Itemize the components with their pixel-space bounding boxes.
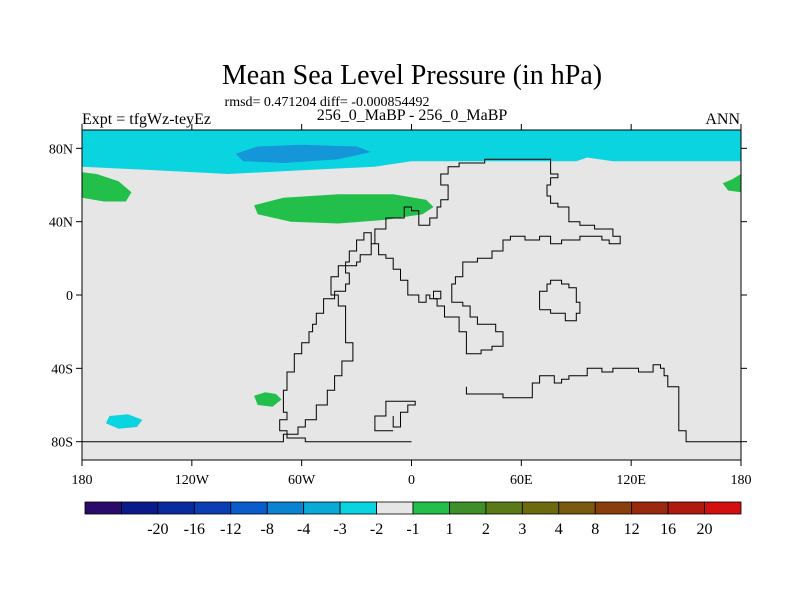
- colorbar-swatch: [339, 501, 377, 515]
- x-tick-label: 120E: [616, 473, 646, 488]
- colorbar-label: 16: [660, 521, 676, 538]
- colorbar-label: 1: [445, 521, 453, 538]
- colorbar-swatch: [449, 501, 487, 515]
- contour-region-high-east-edge: [722, 174, 741, 193]
- y-tick-label: 80S: [51, 436, 73, 451]
- x-axis: 180 120W 60W 0 60E 120E 180: [72, 124, 752, 488]
- colorbar-swatch: [193, 501, 232, 515]
- colorbar-swatch: [376, 501, 414, 515]
- colorbar-swatch: [704, 501, 742, 515]
- contour-region-polar-low: [235, 144, 372, 163]
- colorbar-label: 8: [591, 521, 599, 538]
- contour-region-high-south: [254, 392, 282, 407]
- coastline-2: [539, 279, 581, 322]
- colorbar-swatch: [521, 501, 560, 515]
- colorbar-swatch: [303, 501, 341, 515]
- x-tick-label: 180: [72, 473, 93, 488]
- colorbar-swatch: [631, 501, 669, 515]
- coastline-3: [374, 400, 416, 432]
- colorbar-swatch: [84, 501, 122, 515]
- x-tick-label: 0: [408, 473, 415, 488]
- contour-regions: [82, 130, 741, 429]
- colorbar-swatch: [266, 501, 305, 515]
- contour-region-low-south: [105, 414, 143, 429]
- x-tick-label: 60W: [288, 473, 316, 488]
- colorbar-swatch: [230, 501, 268, 515]
- colorbar-label: -20: [147, 521, 168, 538]
- contour-region-high-west-pacific: [82, 172, 132, 202]
- x-tick-label: 180: [731, 473, 752, 488]
- colorbar-swatch: [157, 501, 195, 515]
- colorbar-label: 12: [624, 521, 640, 538]
- colorbar-swatch: [667, 501, 705, 515]
- contour-region-polar-band: [82, 130, 741, 174]
- x-tick-label: 120W: [175, 473, 210, 488]
- coastline-0: [82, 158, 621, 443]
- map-plot-area: [81, 129, 742, 461]
- coastline-1: [465, 364, 741, 443]
- colorbar-label: -16: [184, 521, 205, 538]
- x-tick-label: 60E: [510, 473, 533, 488]
- stats-label: rmsd= 0.471204 diff= -0.000854492: [225, 95, 430, 110]
- y-tick-label: 0: [66, 289, 73, 304]
- colorbar-label: -12: [220, 521, 241, 538]
- colorbar-label: 4: [555, 521, 563, 538]
- coastline-layer: [82, 158, 741, 443]
- colorbar-label: -3: [333, 521, 346, 538]
- contour-region-high-north-atlantic: [254, 194, 434, 224]
- colorbar-label: 2: [482, 521, 490, 538]
- colorbar-swatch: [121, 501, 159, 515]
- colorbar-swatch: [594, 501, 633, 515]
- coastline-4: [433, 290, 442, 300]
- y-tick-label: 40N: [49, 216, 73, 231]
- colorbar-swatch: [485, 501, 523, 515]
- colorbar-label: -8: [261, 521, 274, 538]
- colorbar-label: -1: [406, 521, 419, 538]
- expt-label: Expt = tfgWz-teyEz: [82, 111, 211, 128]
- colorbar-swatch: [412, 501, 450, 515]
- colorbar-label: -2: [370, 521, 383, 538]
- colorbar-label: 3: [518, 521, 526, 538]
- y-tick-label: 80N: [49, 142, 73, 157]
- comparison-label: 256_0_MaBP - 256_0_MaBP: [317, 107, 508, 124]
- colorbar: -20 -16 -12 -8 -4 -3 -2 -1 1 2 3 4 8 12 16 20: [84, 501, 742, 538]
- chart-title: Mean Sea Level Pressure (in hPa): [222, 60, 602, 91]
- y-axis: 80N 40N 0 40S 80S: [49, 142, 747, 451]
- colorbar-label: -4: [297, 521, 310, 538]
- colorbar-label: 20: [697, 521, 713, 538]
- season-label: ANN: [705, 111, 740, 128]
- colorbar-swatch: [558, 501, 596, 515]
- y-tick-label: 40S: [51, 362, 73, 377]
